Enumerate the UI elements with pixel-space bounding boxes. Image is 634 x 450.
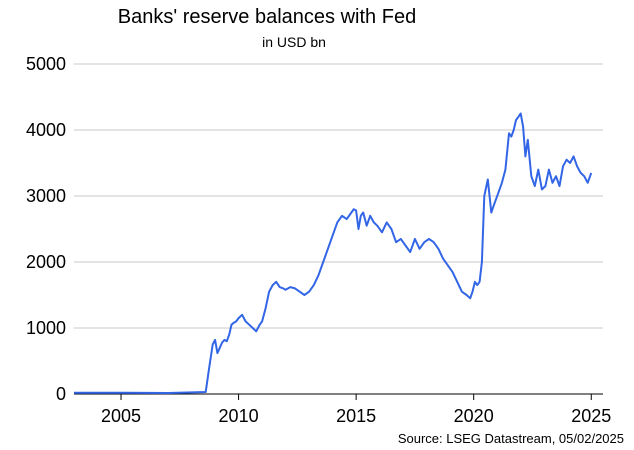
- x-tick-label-2010: 2010: [219, 406, 259, 426]
- x-tick-label-2020: 2020: [454, 406, 494, 426]
- x-tick-label-2005: 2005: [101, 406, 141, 426]
- grid-lines: [74, 63, 603, 329]
- series-layer: [74, 112, 593, 394]
- tick-labels: 0 1000 2000 3000 4000 5000 2005 2010 2015 2020 202…: [26, 54, 611, 426]
- y-tick-label-1000: 1000: [26, 318, 66, 338]
- y-tick-label-4000: 4000: [26, 120, 66, 140]
- chart-source: Source: LSEG Datastream, 05/02/2025: [397, 431, 624, 446]
- y-tick-label-2000: 2000: [26, 252, 66, 272]
- x-tick-label-2025: 2025: [571, 406, 611, 426]
- y-tick-label-3000: 3000: [26, 186, 66, 206]
- y-tick-label-5000: 5000: [26, 54, 66, 74]
- chart-subtitle: in USD bn: [262, 34, 326, 50]
- axes: [74, 393, 603, 400]
- y-tick-label-0: 0: [56, 384, 66, 404]
- chart-title: Banks' reserve balances with Fed: [117, 6, 417, 28]
- x-tick-label-2015: 2015: [336, 406, 376, 426]
- series-line-0: [74, 112, 593, 394]
